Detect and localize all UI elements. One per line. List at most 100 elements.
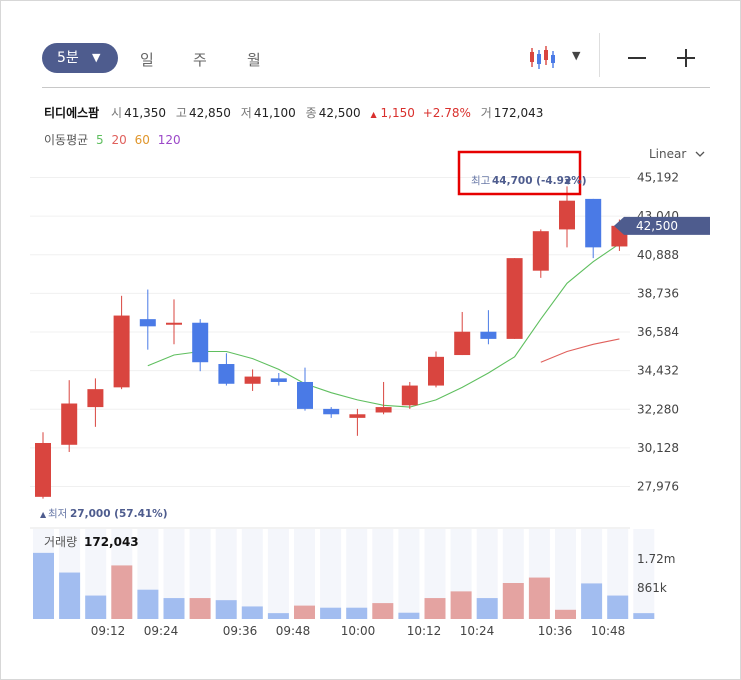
volume-bar <box>163 598 185 619</box>
volume-column-bg <box>346 529 368 619</box>
x-tick-label: 09:36 <box>223 624 258 638</box>
y-tick-label: 36,584 <box>637 325 679 339</box>
volume-bar <box>450 591 472 619</box>
volume-bar <box>267 613 289 619</box>
volume-column-bg <box>555 529 576 619</box>
y-tick-label: 27,976 <box>637 480 679 494</box>
up-candle <box>87 389 104 408</box>
chevron-down-icon[interactable]: ▼ <box>572 49 581 62</box>
up-candle <box>428 356 444 386</box>
volume-value: 172,043 <box>493 106 544 120</box>
low-value: 41,100 <box>253 106 296 120</box>
stock-name: 티디에스팜 <box>44 106 100 120</box>
x-tick-label: 10:24 <box>460 624 495 638</box>
down-candle <box>270 378 287 382</box>
up-candle <box>35 442 51 497</box>
volume-tick-label: 861k <box>637 581 667 595</box>
highlight-box <box>457 150 582 196</box>
candlestick-icon <box>530 46 555 69</box>
timeframe-day-tab[interactable]: 일 <box>140 51 154 69</box>
volume-column-bg <box>163 529 185 619</box>
low-marker-label: 최저 <box>48 508 67 520</box>
chevron-down-icon <box>695 151 705 157</box>
scale-mode-label: Linear <box>649 147 687 161</box>
up-candle <box>454 331 471 356</box>
x-tick-label: 09:48 <box>276 624 311 638</box>
volume-bar <box>476 598 498 619</box>
volume-bar <box>555 609 576 619</box>
ma20-legend: 20 <box>111 133 127 147</box>
change-percent: +2.78% <box>422 106 471 120</box>
chevron-down-icon: ▼ <box>92 51 101 64</box>
up-candle <box>349 414 366 418</box>
down-candle <box>323 408 340 415</box>
ma5-legend: 5 <box>96 133 104 147</box>
timeframe-dropdown[interactable]: 5분 ▼ <box>42 43 118 73</box>
volume-column-bg <box>241 529 263 619</box>
volume-bar <box>85 595 107 619</box>
zoom-in-button[interactable] <box>675 43 697 73</box>
volume-bar <box>633 613 655 619</box>
y-tick-label: 34,432 <box>637 364 679 378</box>
candle-type-button[interactable] <box>528 43 556 73</box>
volume-column-bg <box>189 529 211 619</box>
volume-label: 거 <box>480 106 492 120</box>
open-label: 시 <box>111 106 123 120</box>
volume-column-bg <box>476 529 498 619</box>
high-marker-label: 최고 <box>471 175 491 187</box>
close-value: 42,500 <box>318 106 361 120</box>
down-candle <box>585 198 602 248</box>
up-candle <box>113 315 130 388</box>
volume-column-bg <box>320 529 342 619</box>
volume-bar <box>241 606 263 619</box>
ma120-legend: 120 <box>157 133 181 147</box>
timeframe-month-tab[interactable]: 월 <box>247 51 261 69</box>
chart-toolbar: 5분 ▼ 일 주 월 ▼ <box>42 33 710 88</box>
scale-mode-dropdown[interactable]: Linear <box>649 147 706 161</box>
open-value: 41,350 <box>124 106 167 120</box>
close-label: 종 <box>305 106 317 120</box>
volume-bar <box>294 605 315 619</box>
volume-bar <box>137 589 159 619</box>
volume-column-bg <box>424 529 446 619</box>
volume-bar <box>528 577 550 619</box>
up-candle <box>375 407 392 413</box>
up-candle <box>532 231 549 271</box>
up-candle <box>506 258 523 339</box>
volume-column-bg <box>633 529 655 619</box>
x-tick-label: 09:12 <box>91 624 126 638</box>
quote-summary: 티디에스팜 시 41,350 고 42,850 저 41,100 종 42,500 ▲ … <box>44 104 549 121</box>
down-candle <box>192 322 209 363</box>
volume-bar <box>33 552 54 619</box>
x-tick-label: 09:24 <box>144 624 179 638</box>
down-candle <box>218 364 235 384</box>
volume-column-bg <box>294 529 315 619</box>
timeframe-week-tab[interactable]: 주 <box>193 51 207 69</box>
volume-bar <box>398 612 420 619</box>
ma20-line <box>540 338 620 363</box>
volume-panel-label: 거래량 <box>44 535 77 549</box>
up-candle <box>244 376 261 384</box>
low-marker-value: 27,000 (57.41%) <box>70 508 168 520</box>
volume-bar <box>215 600 237 619</box>
down-candle <box>480 331 497 339</box>
volume-bar <box>424 598 446 619</box>
change-value: 1,150 <box>380 106 415 120</box>
up-candle <box>559 200 575 230</box>
y-tick-label: 40,888 <box>637 248 679 262</box>
volume-bar <box>372 603 394 619</box>
volume-bar <box>111 565 133 619</box>
zoom-out-button[interactable] <box>626 43 648 73</box>
low-label: 저 <box>240 106 252 120</box>
down-candle <box>139 319 156 327</box>
volume-tick-label: 1.72m <box>637 552 675 566</box>
up-candle <box>61 403 78 445</box>
volume-bar <box>320 607 342 619</box>
high-label: 고 <box>175 106 187 120</box>
volume-bar <box>189 598 211 619</box>
y-tick-label: 32,280 <box>637 402 679 416</box>
volume-bar <box>607 595 629 619</box>
down-triangle-icon: ▼ <box>565 177 572 186</box>
toolbar-divider <box>599 33 600 77</box>
